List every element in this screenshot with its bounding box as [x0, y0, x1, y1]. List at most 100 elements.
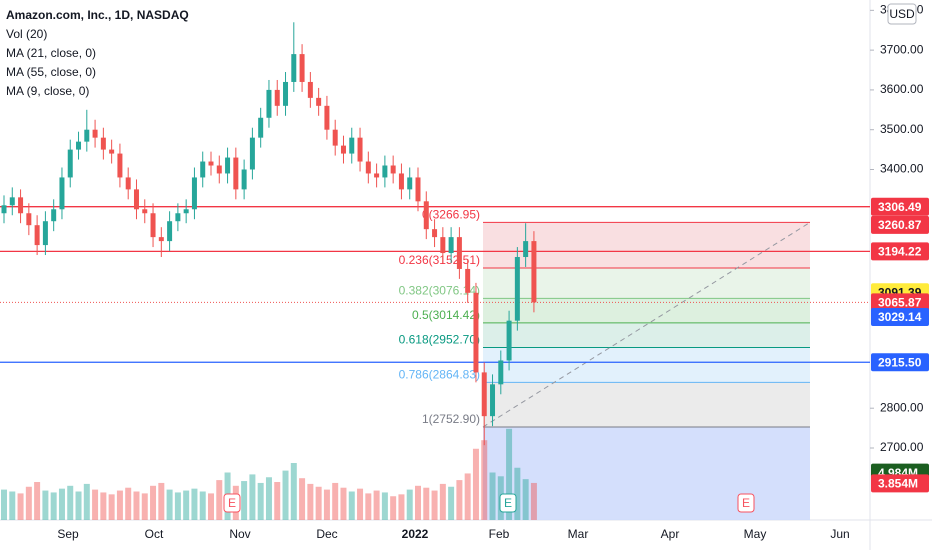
candle-body [191, 177, 197, 210]
volume-bar [116, 490, 123, 520]
candle-body [258, 117, 264, 138]
y-tick-label: 2800.00 [880, 400, 924, 414]
volume-bar [183, 490, 190, 520]
volume-bar [431, 490, 438, 520]
x-tick-label: Apr [661, 527, 680, 541]
price-tag [871, 197, 929, 216]
candle-body [200, 161, 206, 178]
volume-bar [406, 489, 413, 520]
volume-bar [415, 485, 421, 520]
candle-body [324, 105, 330, 130]
volume-bar [158, 482, 165, 520]
fib-zone [483, 322, 810, 348]
x-tick-label: Feb [489, 527, 510, 541]
volume-bar [290, 463, 297, 520]
candle-body [316, 97, 322, 106]
candle-body [374, 173, 380, 178]
volume-bar [133, 491, 140, 520]
candle-body [1, 205, 7, 214]
candle-body [117, 153, 123, 178]
candle-body [225, 157, 231, 174]
candle-body [283, 81, 289, 106]
candle-body [349, 137, 355, 154]
volume-bar [174, 492, 181, 520]
volume-bar [373, 490, 380, 520]
candle-body [398, 173, 404, 190]
candle-body [514, 257, 520, 321]
candle-body [490, 384, 496, 417]
candle-body [498, 360, 504, 385]
volume-bar [506, 428, 513, 520]
volume-tag [871, 474, 929, 493]
candle-body [506, 320, 512, 361]
candle-body [481, 372, 487, 417]
candle-body [440, 237, 446, 254]
volume-bar [75, 491, 82, 520]
earnings-label: E [504, 496, 512, 510]
fib-label: 0.5(3014.42) [412, 308, 480, 322]
candle-body [26, 213, 32, 226]
candle-body [241, 169, 247, 190]
candle-body [299, 54, 305, 82]
volume-bar [439, 483, 446, 520]
candle-body [18, 197, 24, 214]
candle-body [133, 189, 139, 210]
fib-label: 0(3266.95) [422, 208, 480, 222]
earnings-marker [223, 493, 241, 513]
x-tick-label: Jun [830, 527, 849, 541]
candle-body [59, 177, 65, 210]
volume-bar [332, 482, 339, 520]
volume-bar [530, 482, 537, 520]
y-tick-label: 2700.00 [880, 440, 924, 454]
candle-body [523, 241, 529, 258]
candle-body [76, 141, 82, 150]
candle-body [92, 129, 98, 138]
volume-bar [34, 482, 41, 520]
candle-body [150, 213, 156, 238]
candle-body [382, 165, 388, 178]
candle-body [448, 237, 454, 254]
candle-body [9, 197, 15, 206]
candle-body [291, 54, 297, 82]
legend-item: MA (21, close, 0) [6, 46, 96, 60]
x-tick-label: Sep [57, 527, 79, 541]
volume-bar [282, 470, 289, 520]
volume-tag-label: 3.854M [878, 477, 918, 491]
x-tick-label: Dec [316, 527, 337, 541]
volume-bar [125, 487, 132, 520]
candle-body [42, 221, 48, 246]
candle-body [125, 177, 131, 190]
earnings-label: E [742, 496, 750, 510]
candle-body [274, 89, 280, 106]
volume-bar [166, 489, 173, 520]
currency: USD [889, 7, 915, 21]
candle-body [167, 221, 173, 242]
volume-bar [257, 482, 264, 520]
volume-bar [9, 491, 16, 520]
price-tag-label: 3065.87 [878, 296, 922, 310]
volume-bar [381, 492, 388, 520]
volume-bar [1, 489, 7, 520]
candle-body [266, 89, 272, 118]
volume-bar [315, 486, 322, 520]
candle-body [216, 165, 222, 174]
price-tag [871, 293, 929, 312]
volume-bar [92, 489, 99, 520]
volume-bar [472, 448, 479, 520]
candle-body [415, 177, 421, 202]
volume-bar [17, 493, 24, 520]
candle-body [208, 161, 214, 166]
candle-body [183, 209, 189, 214]
volume-bar [249, 474, 256, 520]
price-tag [871, 242, 929, 261]
candle-body [365, 161, 371, 174]
price-tag-label: 3306.49 [878, 200, 922, 214]
volume-bar [448, 486, 455, 520]
candle-body [423, 201, 429, 230]
fib-zone [483, 382, 810, 427]
volume-bar [241, 481, 248, 520]
volume-bar [191, 488, 198, 520]
fib-zone [483, 222, 810, 268]
volume-bar [58, 488, 65, 520]
